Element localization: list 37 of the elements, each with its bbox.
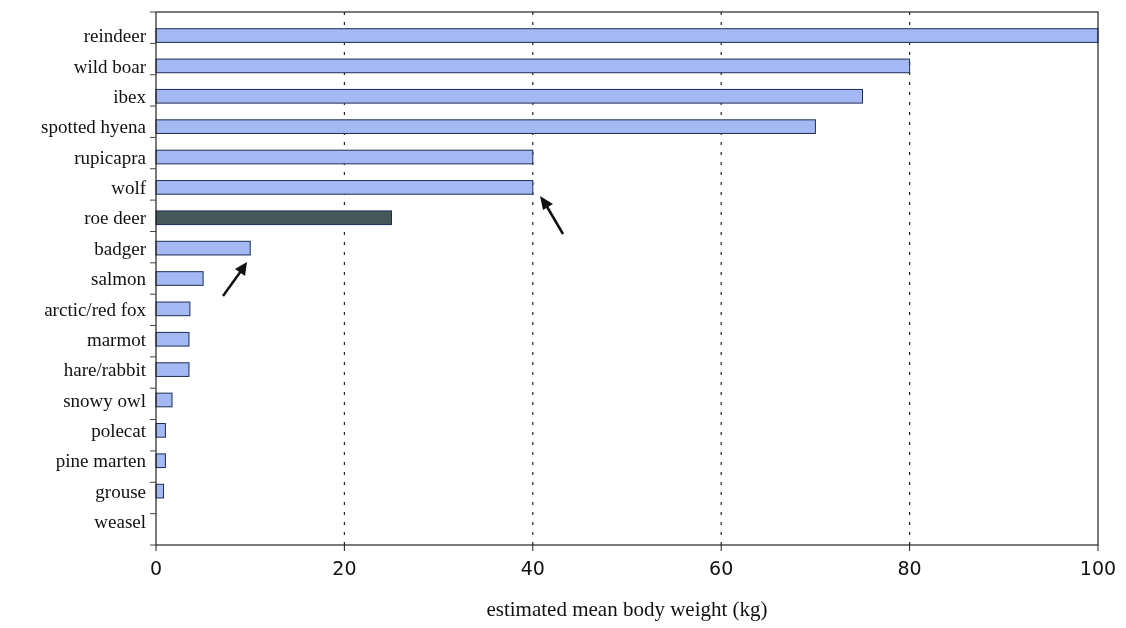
y-tick-label: snowy owl	[63, 389, 146, 411]
y-tick-label: grouse	[95, 480, 146, 502]
x-tick-label: 40	[520, 557, 545, 579]
bar	[155, 149, 534, 165]
x-axis-title: estimated mean body weight (kg)	[486, 597, 768, 621]
bar	[155, 210, 392, 226]
bar	[155, 180, 534, 195]
bar	[155, 331, 190, 347]
y-tick-label: reindeer	[83, 25, 147, 47]
bar	[155, 240, 251, 256]
bar	[155, 58, 911, 74]
y-tick-label: pine marten	[55, 450, 147, 472]
bar	[155, 28, 1099, 43]
bar	[155, 362, 190, 377]
y-tick-label: hare/rabbit	[63, 359, 147, 381]
bar	[155, 301, 191, 317]
x-tick-label: 20	[332, 557, 357, 579]
bar	[155, 88, 863, 104]
y-tick-label: arctic/red fox	[44, 298, 147, 320]
x-tick-label: 0	[149, 557, 163, 579]
y-tick-label: ibex	[113, 85, 147, 107]
y-tick-label: spotted hyena	[40, 116, 147, 138]
y-tick-label: polecat	[91, 420, 147, 441]
y-tick-label: roe deer	[84, 207, 147, 229]
y-tick-label: wolf	[111, 177, 147, 199]
x-tick-label: 80	[897, 557, 922, 579]
x-tick-label: 100	[1079, 557, 1117, 579]
y-tick-label: badger	[94, 237, 147, 259]
bar	[155, 271, 204, 286]
bar	[155, 392, 173, 408]
x-tick-label: 60	[709, 557, 734, 579]
y-tick-label: weasel	[94, 511, 146, 533]
bar	[155, 119, 816, 134]
y-tick-label: salmon	[91, 268, 147, 290]
y-tick-label: marmot	[86, 328, 147, 350]
y-tick-label: wild boar	[73, 55, 147, 77]
y-tick-label: rupicapra	[74, 146, 147, 168]
